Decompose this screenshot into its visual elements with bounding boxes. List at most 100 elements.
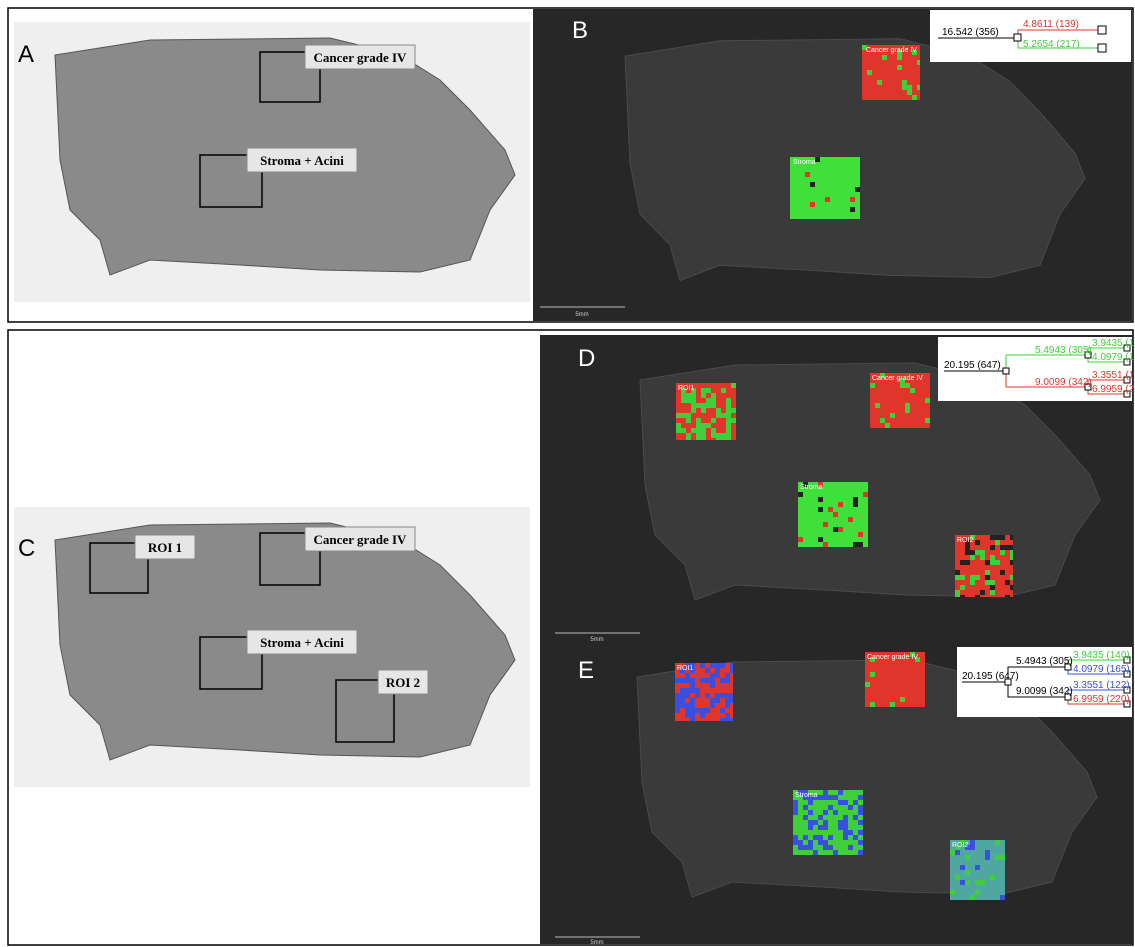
cluster-pixel xyxy=(720,663,725,668)
cluster-pixel xyxy=(833,850,838,855)
cluster-pixel xyxy=(828,835,833,840)
scale-label: 5mm xyxy=(575,312,588,318)
cluster-pixel xyxy=(700,678,705,683)
cluster-pixel xyxy=(990,590,995,595)
cluster-pixel xyxy=(975,595,980,597)
roi-label: Cancer grade IV xyxy=(867,654,918,661)
cluster-pixel xyxy=(686,413,691,418)
cluster-pixel xyxy=(870,672,875,677)
cluster-pixel xyxy=(843,830,848,835)
cluster-pixel xyxy=(793,800,798,805)
cluster-pixel xyxy=(917,85,920,90)
cluster-pixel xyxy=(681,428,686,433)
cluster-pixel xyxy=(681,393,686,398)
cluster-pixel xyxy=(1010,550,1013,555)
cluster-pixel xyxy=(690,698,695,703)
cluster-pixel xyxy=(900,383,905,388)
cluster-pixel xyxy=(730,718,733,721)
scale-label: 5mm xyxy=(590,940,603,946)
cluster-pixel xyxy=(701,423,706,428)
cluster-pixel xyxy=(685,693,690,698)
cluster-pixel xyxy=(730,698,733,703)
cluster-pixel xyxy=(912,95,917,100)
roi-label: Stroma + Acini xyxy=(260,153,344,168)
cluster-pixel xyxy=(823,840,828,845)
cluster-region xyxy=(790,157,860,219)
cluster-pixel xyxy=(803,845,808,850)
cluster-pixel xyxy=(726,403,731,408)
cluster-pixel xyxy=(710,683,715,688)
cluster-pixel xyxy=(818,835,823,840)
cluster-pixel xyxy=(680,698,685,703)
cluster-pixel xyxy=(995,540,1000,545)
dendrogram-leaf: 3.3551 (122) xyxy=(1092,370,1135,381)
cluster-pixel xyxy=(680,688,685,693)
cluster-pixel xyxy=(716,413,721,418)
cluster-pixel xyxy=(715,673,720,678)
cluster-pixel xyxy=(980,590,985,595)
cluster-pixel xyxy=(990,580,995,585)
cluster-pixel xyxy=(823,795,828,800)
cluster-pixel xyxy=(810,182,815,187)
cluster-pixel xyxy=(985,570,990,575)
cluster-pixel xyxy=(705,708,710,713)
cluster-pixel xyxy=(843,800,848,805)
cluster-pixel xyxy=(838,825,843,830)
roi-label: ROI2 xyxy=(952,842,968,849)
figure: A Cancer grade IV Stroma + Acini B Cance… xyxy=(0,0,1135,947)
dendrogram-node: 5.4943 (305) xyxy=(1035,345,1092,356)
cluster-pixel xyxy=(970,895,975,900)
cluster-pixel xyxy=(1005,580,1010,585)
cluster-pixel xyxy=(990,535,995,540)
cluster-pixel xyxy=(853,800,858,805)
cluster-pixel xyxy=(1010,560,1013,565)
cluster-pixel xyxy=(685,703,690,708)
cluster-pixel xyxy=(858,795,863,800)
cluster-pixel xyxy=(970,575,975,580)
roi-label: ROI1 xyxy=(677,665,693,672)
cluster-pixel xyxy=(843,820,848,825)
cluster-pixel xyxy=(731,418,736,423)
cluster-pixel xyxy=(818,507,823,512)
cluster-pixel xyxy=(970,840,975,845)
cluster-pixel xyxy=(726,408,731,413)
cluster-pixel xyxy=(858,542,863,547)
cluster-pixel xyxy=(877,80,882,85)
cluster-pixel xyxy=(696,423,701,428)
cluster-pixel xyxy=(706,398,711,403)
cluster-pixel xyxy=(685,678,690,683)
cluster-pixel xyxy=(711,398,716,403)
cluster-pixel xyxy=(965,550,970,555)
cluster-pixel xyxy=(1010,555,1013,560)
cluster-pixel xyxy=(858,532,863,537)
cluster-pixel xyxy=(843,825,848,830)
dendrogram-node: 5.4943 (305) xyxy=(1016,656,1073,667)
cluster-pixel xyxy=(907,90,912,95)
cluster-pixel xyxy=(690,683,695,688)
cluster-pixel xyxy=(810,202,815,207)
cluster-pixel xyxy=(990,545,995,550)
roi-label: ROI 2 xyxy=(386,675,420,690)
cluster-pixel xyxy=(828,805,833,810)
dendrogram-node: 20.195 (647) xyxy=(962,671,1019,682)
cluster-pixel xyxy=(818,537,823,542)
cluster-pixel xyxy=(1000,545,1005,550)
cluster-pixel xyxy=(870,383,875,388)
cluster-pixel xyxy=(686,438,691,440)
cluster-pixel xyxy=(980,550,985,555)
dendrogram-node: 9.0099 (342) xyxy=(1035,377,1092,388)
cluster-pixel xyxy=(705,693,710,698)
cluster-pixel xyxy=(960,865,965,870)
cluster-pixel xyxy=(965,870,970,875)
cluster-pixel xyxy=(695,693,700,698)
cluster-pixel xyxy=(990,555,995,560)
cluster-pixel xyxy=(858,805,863,810)
cluster-pixel xyxy=(818,825,823,830)
dendrogram-leaf: 6.9959 (220) xyxy=(1092,384,1135,395)
cluster-pixel xyxy=(680,703,685,708)
cluster-pixel xyxy=(798,492,803,497)
cluster-pixel xyxy=(960,595,965,597)
cluster-pixel xyxy=(818,795,823,800)
cluster-pixel xyxy=(897,55,902,60)
cluster-pixel xyxy=(720,693,725,698)
